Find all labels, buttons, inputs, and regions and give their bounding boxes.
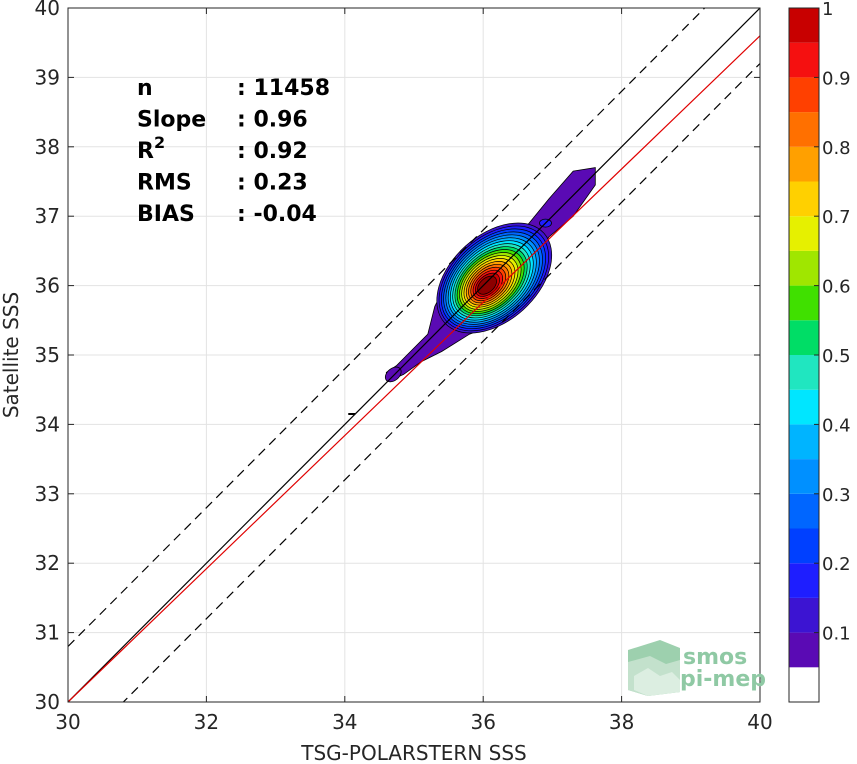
colorbar-band	[789, 459, 819, 494]
x-tick-label: 40	[747, 710, 772, 734]
y-tick-label: 34	[35, 412, 60, 436]
logo-graphic-icon	[628, 640, 680, 696]
reference-lines	[68, 8, 760, 702]
colorbar-tick-label: 0.7	[822, 207, 851, 228]
colorbar-band	[789, 112, 819, 147]
y-tick-label: 30	[35, 690, 60, 714]
stat-value: : 0.23	[237, 171, 308, 196]
colorbar-band	[789, 181, 819, 217]
colorbar-band	[789, 355, 819, 390]
colorbar-tick-label: 0.1	[822, 624, 851, 645]
colorbar-band	[789, 77, 819, 113]
y-tick-label: 40	[35, 0, 60, 20]
y-tick-label: 38	[35, 135, 60, 159]
colorbar-band	[789, 285, 819, 321]
y-tick-label: 31	[35, 621, 60, 645]
stat-value: : 0.92	[237, 139, 308, 164]
y-tick-label: 36	[35, 274, 60, 298]
x-tick-label: 30	[55, 710, 80, 734]
colorbar-tick-label: 0.8	[822, 138, 851, 159]
colorbar-band	[789, 597, 819, 633]
stat-superscript: 2	[154, 133, 165, 152]
colorbar-band	[789, 563, 819, 598]
logo-text-line2: pi-mep	[680, 667, 766, 692]
colorbar-tick-label: 0.4	[822, 415, 851, 436]
colorbar-band	[789, 250, 819, 286]
colorbar-band	[789, 528, 819, 564]
colorbar-band	[789, 8, 819, 43]
x-axis-ticks: 30 32 34 36 38 40	[55, 8, 773, 734]
colorbar-band	[789, 667, 819, 702]
stat-label: BIAS	[137, 202, 195, 227]
colorbar-band	[789, 424, 819, 460]
smos-pi-mep-logo: smos pi-mep	[628, 640, 766, 696]
colorbar-tick-label: 0.2	[822, 554, 851, 575]
x-tick-label: 34	[332, 710, 357, 734]
stat-value: : -0.04	[237, 202, 317, 227]
lower-bound-line	[122, 63, 760, 702]
y-tick-label: 39	[35, 65, 60, 89]
colorbar-band	[789, 216, 819, 251]
stat-label: n	[137, 76, 153, 101]
regression-line	[68, 35, 760, 702]
colorbar-band	[789, 389, 819, 425]
y-tick-label: 32	[35, 551, 60, 575]
stat-label: RMS	[137, 171, 192, 196]
x-tick-label: 36	[470, 710, 495, 734]
identity-line	[68, 8, 760, 702]
contour-level	[477, 275, 497, 295]
colorbar-tick-label: 0.5	[822, 346, 851, 367]
x-tick-label: 32	[194, 710, 219, 734]
y-tick-label: 37	[35, 204, 60, 228]
colorbar-band	[789, 320, 819, 355]
colorbar-ticks: 0.1 0.2 0.3 0.4 0.5 0.6 0.7 0.8 0.9 1	[814, 0, 851, 645]
density-contours	[348, 167, 596, 415]
colorbar-tick-label: 0.6	[822, 277, 851, 298]
stat-value: : 11458	[237, 76, 330, 101]
y-tick-label: 35	[35, 343, 60, 367]
logo-text-line1: smos	[683, 645, 747, 670]
x-tick-label: 38	[609, 710, 634, 734]
colorbar-band	[789, 146, 819, 182]
y-axis-label: Satellite SSS	[0, 292, 23, 418]
y-tick-label: 33	[35, 482, 60, 506]
colorbar-tick-label: 0.3	[822, 485, 851, 506]
grid	[68, 8, 760, 702]
upper-bound-line	[68, 8, 706, 647]
colorbar-tick-label: 0.9	[822, 68, 851, 89]
colorbar	[789, 8, 819, 702]
stat-label: Slope	[137, 108, 206, 133]
x-axis-label: TSG-POLARSTERN SSS	[300, 741, 526, 764]
stat-value: : 0.96	[237, 108, 308, 133]
y-axis-ticks: 30 31 32 33 34 35 36 37 38 39 40	[35, 0, 760, 714]
colorbar-band	[789, 42, 819, 78]
colorbar-band	[789, 632, 819, 668]
colorbar-band	[789, 493, 819, 529]
colorbar-tick-label: 1	[822, 0, 833, 20]
